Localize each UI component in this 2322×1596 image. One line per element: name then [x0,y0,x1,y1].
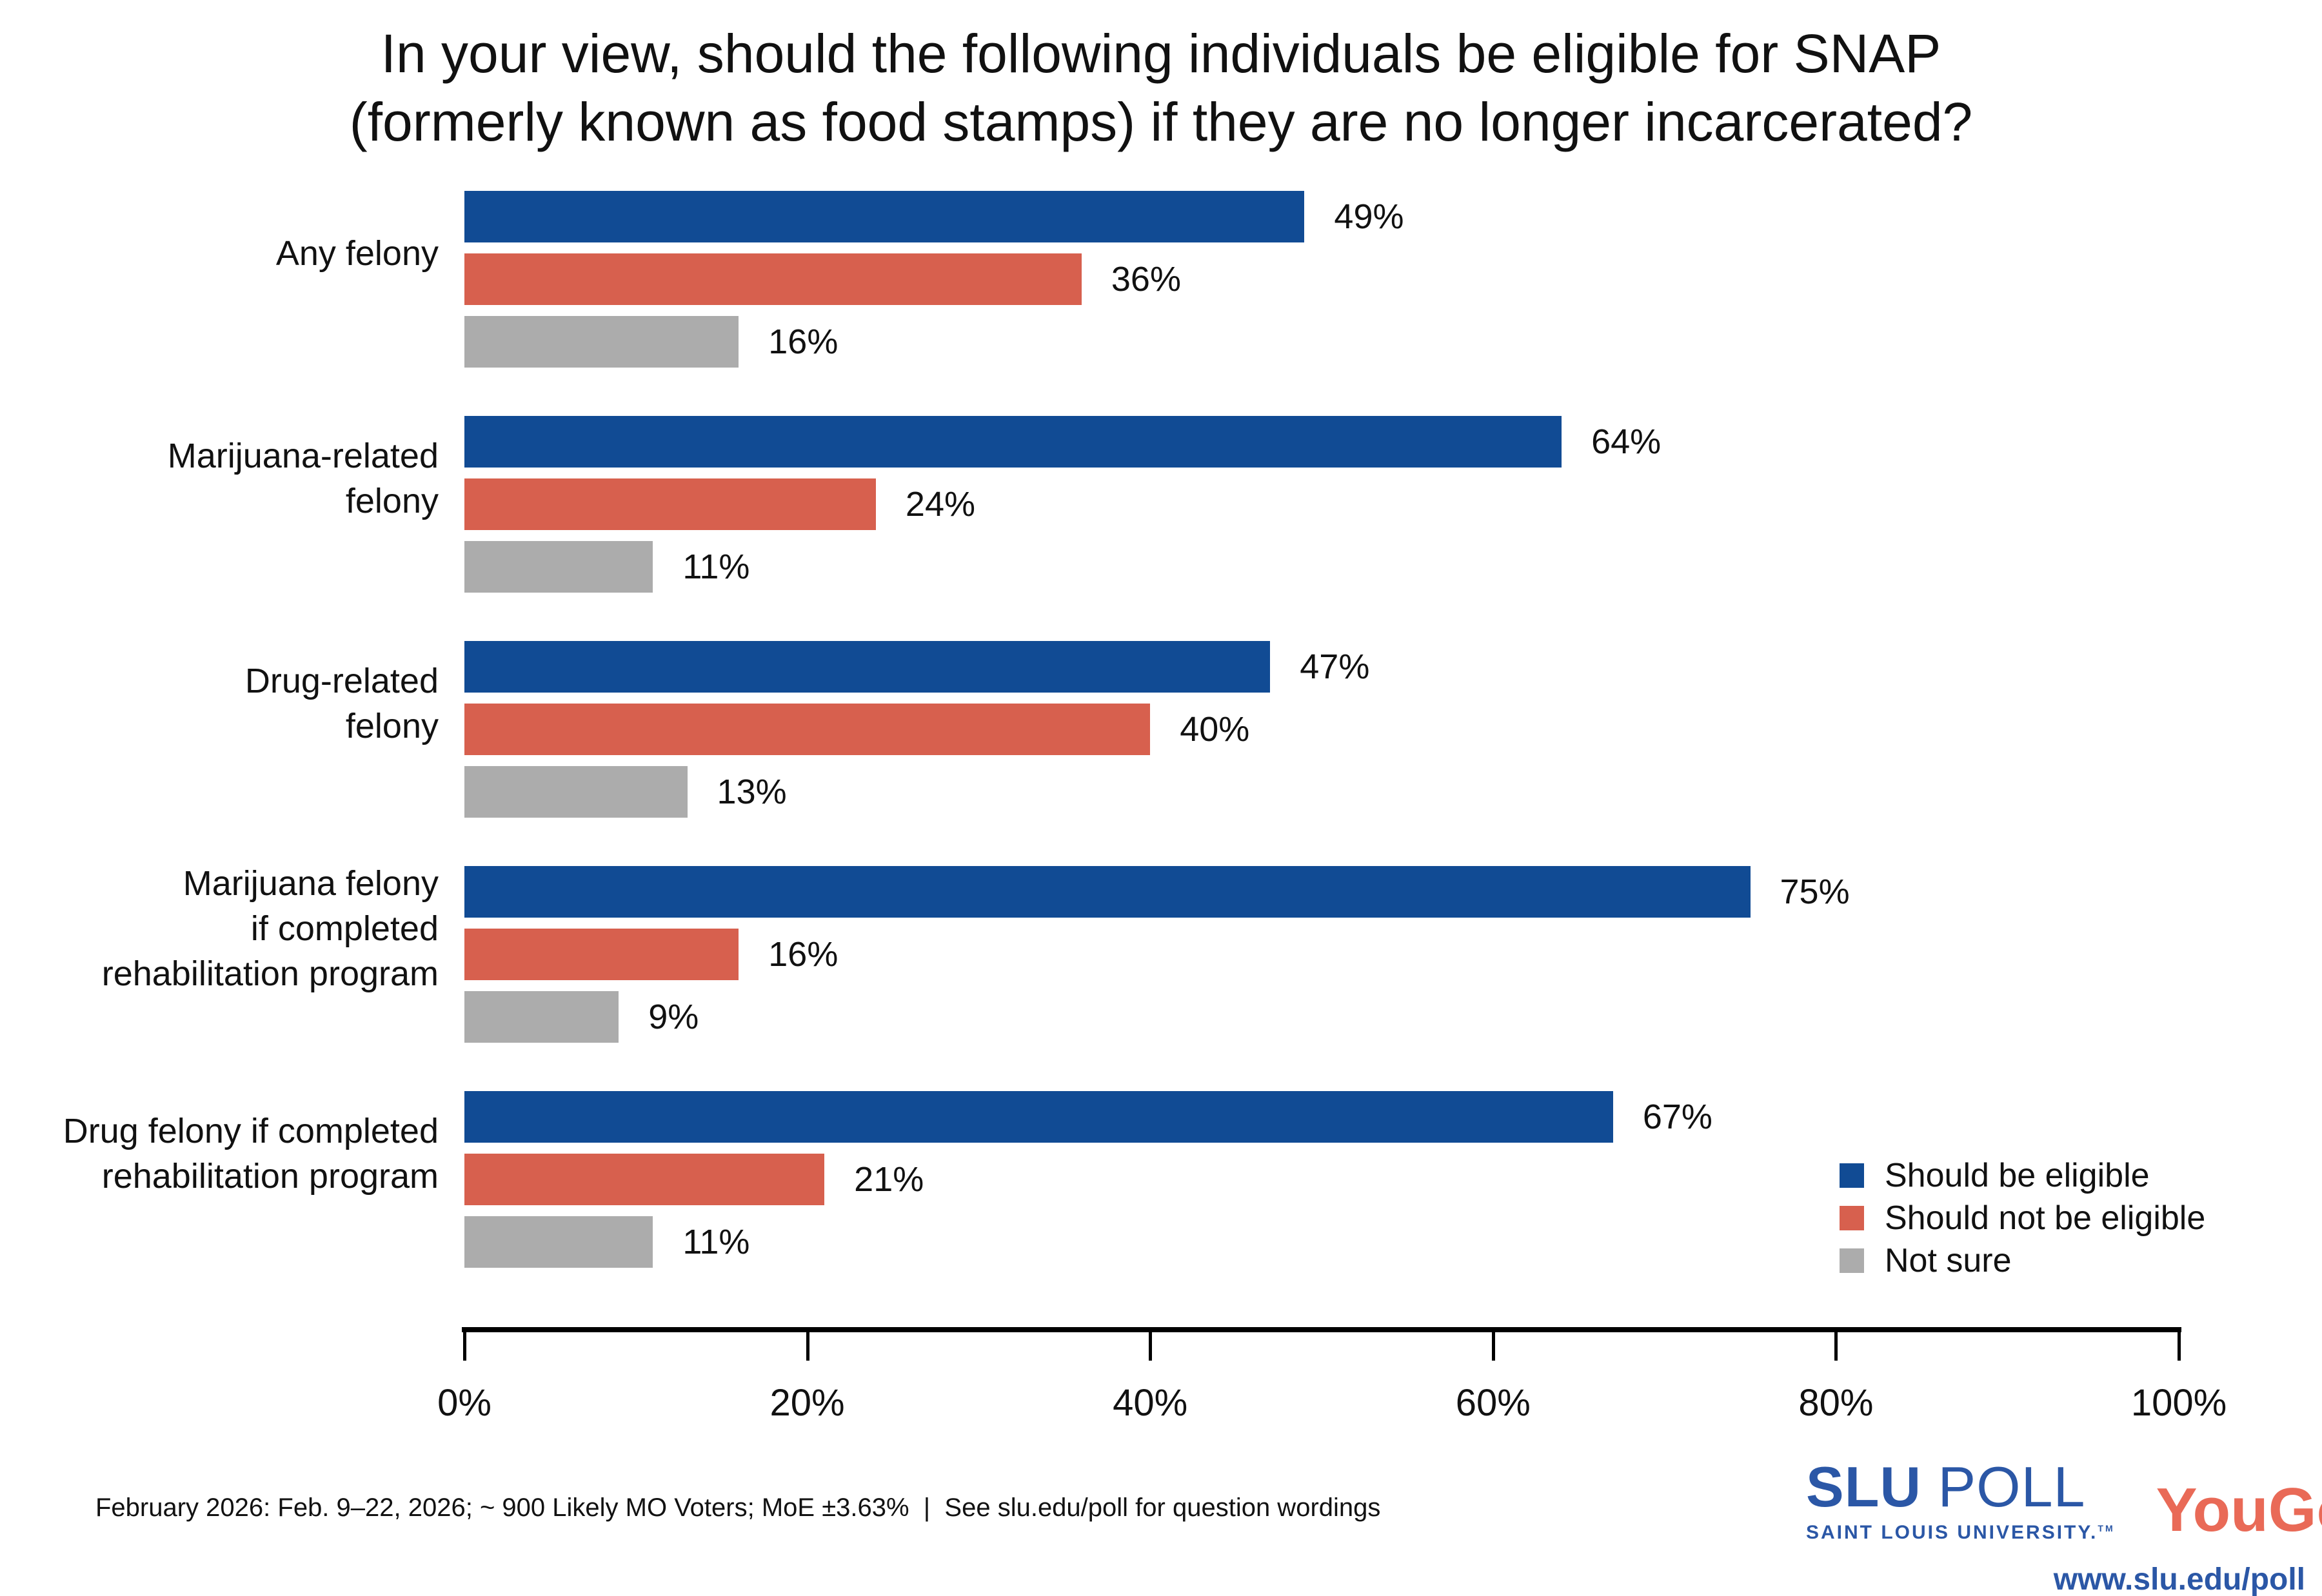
bar [464,316,739,368]
x-axis-tick [1491,1327,1495,1361]
category-label-line: Drug-related [244,662,439,700]
category-label-line: rehabilitation program [101,1157,439,1196]
x-axis-tick [1834,1327,1838,1361]
category-label-line: felony [345,707,439,745]
x-axis-line [462,1327,2181,1332]
value-label: 40% [1180,710,1250,749]
value-label: 47% [1300,647,1370,686]
bar [464,1091,1613,1143]
yougov-wordmark: YouGov® [2156,1473,2322,1541]
x-axis-tick [1149,1327,1153,1361]
x-axis-tick-label: 60% [1455,1382,1531,1424]
value-label: 16% [768,322,838,361]
yougov-text: YouGov [2156,1475,2322,1544]
legend-label: Should not be eligible [1885,1199,2206,1237]
category-label-line: Any felony [275,234,439,273]
value-label: 21% [854,1160,924,1199]
value-label: 36% [1111,260,1181,299]
chart-title: In your view, should the following indiv… [0,19,2322,156]
value-label: 11% [682,1223,750,1261]
legend-swatch [1840,1206,1864,1230]
legend-row: Not sure [1840,1239,2205,1282]
value-label: 24% [905,485,975,524]
legend-row: Should not be eligible [1840,1197,2205,1239]
x-axis-tick [806,1327,809,1361]
value-label: 9% [648,998,699,1036]
category-label: Marijuana felony if completed rehabilitati… [13,861,439,996]
slu-university-label: SAINT LOUIS UNIVERSITY.TM [1806,1522,2115,1544]
bar [464,641,1271,693]
legend-row: Should be eligible [1840,1154,2205,1197]
category-label: Marijuana-related felony [13,433,439,524]
bar [464,541,653,593]
slu-poll-wordmark: SLU POLL [1806,1456,2115,1518]
x-axis-tick [463,1327,466,1361]
value-label: 75% [1780,872,1850,911]
legend: Should be eligible Should not be eligible… [1840,1154,2205,1282]
category-label-line: felony [345,482,439,520]
branding: SLU POLL SAINT LOUIS UNIVERSITY.TM YouGo… [1806,1456,2322,1596]
category-label-line: Drug felony if completed [63,1112,439,1150]
bar [464,704,1151,755]
value-label: 16% [768,935,838,974]
category-label-line: rehabilitation program [101,954,439,993]
legend-label: Should be eligible [1885,1157,2150,1194]
bar [464,191,1305,242]
trademark-icon: TM [2098,1523,2115,1533]
value-label: 11% [682,547,750,586]
bar [464,1154,825,1205]
slu-wordmark-poll: POLL [1921,1455,2086,1519]
category-label: Drug felony if completed rehabilitation p… [13,1108,439,1199]
legend-label: Not sure [1885,1242,2012,1279]
category-label: Any felony [13,231,439,276]
bar [464,416,1562,468]
slu-university-text: SAINT LOUIS UNIVERSITY. [1806,1522,2098,1543]
x-axis-tick-label: 100% [2130,1382,2227,1424]
x-axis-tick-label: 40% [1113,1382,1188,1424]
x-axis-tick-label: 80% [1798,1382,1874,1424]
chart-title-line-1: In your view, should the following indiv… [381,23,1941,84]
category-label-line: Marijuana-related [167,437,439,475]
slu-poll-url: www.slu.edu/poll [2053,1562,2305,1596]
bar [464,929,739,980]
category-label-line: if completed [250,909,439,948]
category-label: Drug-related felony [13,658,439,749]
bar [464,253,1082,305]
legend-swatch [1840,1248,1864,1273]
bar [464,1216,653,1268]
value-label: 64% [1591,422,1662,461]
slu-wordmark-slu: SLU [1806,1455,1921,1519]
chart-title-line-2: (formerly known as food stamps) if they … [349,92,1973,152]
category-label-line: Marijuana felony [183,864,439,903]
value-label: 49% [1334,197,1404,236]
x-axis-tick-label: 0% [437,1382,491,1424]
x-axis-tick-label: 20% [769,1382,845,1424]
bar [464,766,688,818]
legend-swatch [1840,1163,1864,1188]
value-label: 67% [1642,1098,1712,1136]
footer-note: February 2026: Feb. 9–22, 2026; ~ 900 Li… [95,1493,1381,1522]
branding-row: SLU POLL SAINT LOUIS UNIVERSITY.TM YouGo… [1806,1456,2322,1553]
x-axis-tick [2178,1327,2181,1361]
bar [464,991,619,1043]
value-label: 13% [717,773,787,811]
yougov-logo: YouGov® [2156,1473,2322,1541]
slu-poll-logo: SLU POLL SAINT LOUIS UNIVERSITY.TM [1806,1456,2115,1553]
bar [464,866,1751,918]
bar [464,478,876,530]
